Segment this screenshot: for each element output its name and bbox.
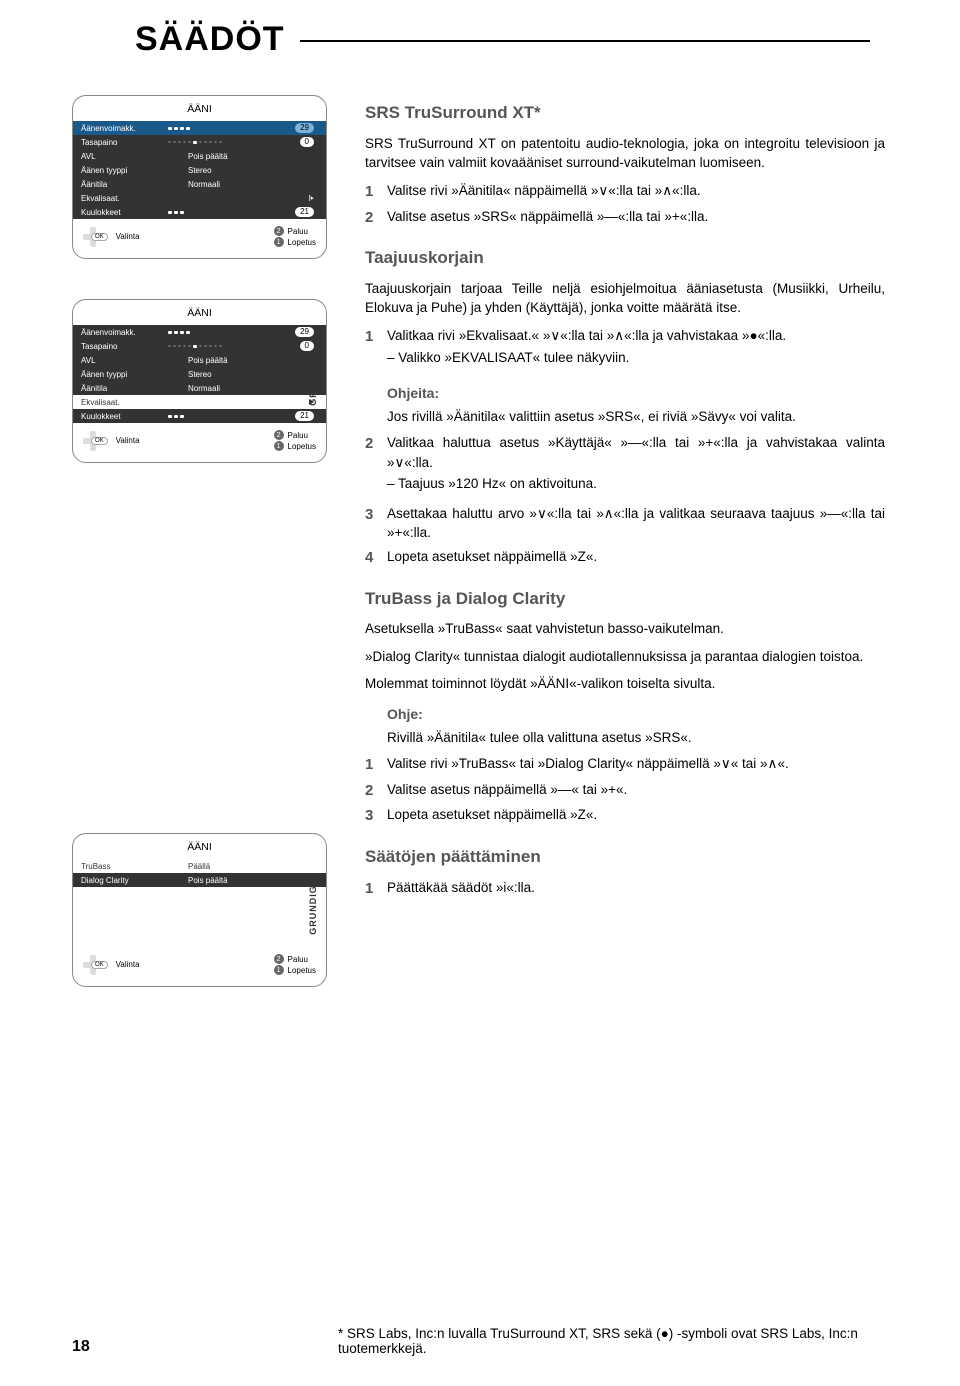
para: »Dialog Clarity« tunnistaa dialogit audi…: [365, 647, 885, 667]
step: 4 Lopeta asetukset näppäimellä »Z«.: [365, 547, 885, 569]
brand-label: GRUNDIG: [307, 152, 317, 202]
menu-row: Äänen tyyppi Stereo: [73, 163, 326, 177]
menu-row: Äänitila Normaali: [73, 381, 326, 395]
menu-box-3: ÄÄNI TruBass Päällä Dialog Clarity Pois …: [72, 833, 327, 987]
step: 1 Valitse rivi »TruBass« tai »Dialog Cla…: [365, 754, 885, 776]
step: 3 Lopeta asetukset näppäimellä »Z«.: [365, 805, 885, 827]
section-heading: Taajuuskorjain: [365, 246, 885, 271]
menu-rows: Äänenvoimakk. 29 Tasapaino 0 AVL Pois pä…: [73, 325, 326, 423]
para: Asetuksella »TruBass« saat vahvistetun b…: [365, 619, 885, 639]
para: Molemmat toiminnot löydät »ÄÄNI«-valikon…: [365, 674, 885, 694]
step: 1 Päättäkää säädöt »i«:lla.: [365, 878, 885, 900]
step: 3 Asettakaa haluttu arvo »∨«:lla tai »∧«…: [365, 504, 885, 543]
menu-row: TruBass Päällä: [73, 859, 326, 873]
menu-row: AVL Pois päältä: [73, 353, 326, 367]
menu-box-2: ÄÄNI Äänenvoimakk. 29 Tasapaino 0 AVL Po…: [72, 299, 327, 463]
menu-row: Dialog Clarity Pois päältä: [73, 873, 326, 887]
step: 2 Valitse asetus näppäimellä »—« tai »+«…: [365, 780, 885, 802]
brand-label: GRUNDIG: [307, 356, 317, 406]
menu-row: Tasapaino 0: [73, 339, 326, 353]
step: 1 Valitse rivi »Äänitila« näppäimellä »∨…: [365, 181, 885, 203]
step: 2 Valitkaa haluttua asetus »Käyttäjä« »—…: [365, 433, 885, 500]
intro-text: SRS TruSurround XT on patentoitu audio-t…: [365, 134, 885, 173]
menu-rows: Äänenvoimakk. 29 Tasapaino 0 AVL Pois pä…: [73, 121, 326, 219]
section-heading: Säätöjen päättäminen: [365, 845, 885, 870]
menu-row: Äänen tyyppi Stereo: [73, 367, 326, 381]
hints-text: Jos rivillä »Äänitila« valittiin asetus …: [387, 407, 885, 427]
page-title: SÄÄDÖT: [135, 20, 285, 59]
menu-rows: TruBass Päällä Dialog Clarity Pois päält…: [73, 859, 326, 887]
menu-row: Äänenvoimakk. 29: [73, 121, 326, 135]
menu-row: Ekvalisaat.: [73, 395, 326, 409]
menu-row: Kuulokkeet 21: [73, 409, 326, 423]
hints-title: Ohjeita:: [387, 383, 885, 403]
hint-text: Rivillä »Äänitila« tulee olla valittuna …: [387, 728, 885, 748]
menu-title: ÄÄNI: [73, 96, 326, 121]
menu-title: ÄÄNI: [73, 834, 326, 859]
page-number: 18: [72, 1338, 90, 1356]
menu-footer: OK Valinta 2Paluu 1Lopetus: [73, 947, 326, 978]
step: 1 Valitkaa rivi »Ekvalisaat.« »∨«:lla ta…: [365, 326, 885, 373]
intro-text: Taajuuskorjain tarjoaa Teille neljä esio…: [365, 279, 885, 318]
section-heading: TruBass ja Dialog Clarity: [365, 587, 885, 612]
menu-row: Äänitila Normaali: [73, 177, 326, 191]
left-column: ÄÄNI Äänenvoimakk. 29 Tasapaino 0 AVL Po…: [72, 95, 327, 1027]
menu-row: Kuulokkeet 21: [73, 205, 326, 219]
step: 2 Valitse asetus »SRS« näppäimellä »—«:l…: [365, 207, 885, 229]
menu-row: Äänenvoimakk. 29: [73, 325, 326, 339]
menu-box-1: ÄÄNI Äänenvoimakk. 29 Tasapaino 0 AVL Po…: [72, 95, 327, 259]
menu-row: AVL Pois päältä: [73, 149, 326, 163]
hint-title: Ohje:: [387, 704, 885, 724]
menu-row: Tasapaino 0: [73, 135, 326, 149]
brand-label: GRUNDIG: [307, 885, 317, 935]
section-heading: SRS TruSurround XT*: [365, 101, 885, 126]
menu-row: Ekvalisaat.: [73, 191, 326, 205]
footnote: * SRS Labs, Inc:n luvalla TruSurround XT…: [338, 1326, 883, 1356]
menu-title: ÄÄNI: [73, 300, 326, 325]
menu-footer: OK Valinta 2Paluu 1Lopetus: [73, 423, 326, 454]
right-column: SRS TruSurround XT* SRS TruSurround XT o…: [365, 95, 885, 903]
menu-footer: OK Valinta 2Paluu 1Lopetus: [73, 219, 326, 250]
title-rule: [300, 40, 870, 42]
